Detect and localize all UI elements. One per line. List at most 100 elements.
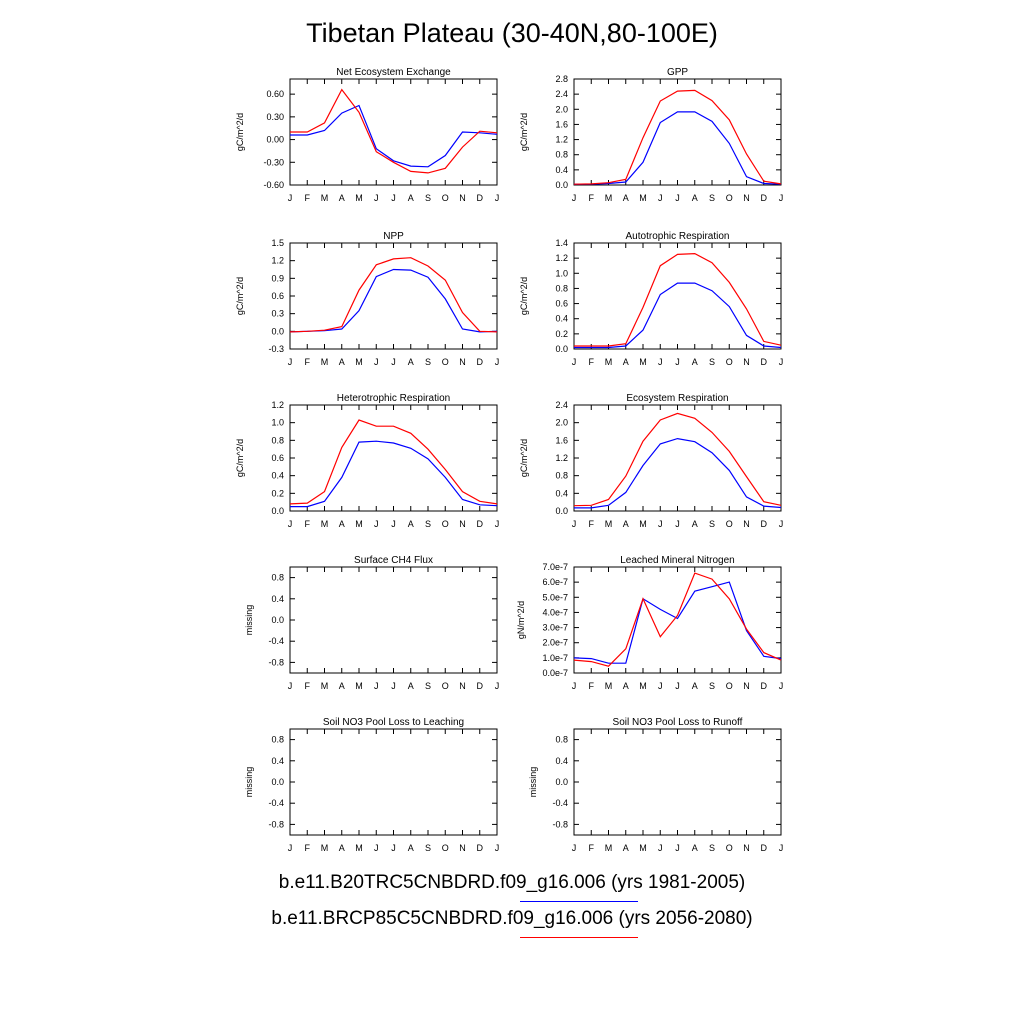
y-tick-label: -0.4	[268, 798, 284, 808]
y-tick-label: 0.4	[555, 165, 568, 175]
y-tick-label: -0.8	[552, 819, 568, 829]
y-tick-label: 0.0	[271, 506, 284, 516]
x-tick-label: A	[692, 843, 698, 853]
x-tick-label: F	[305, 681, 311, 691]
y-tick-label: 0.4	[271, 756, 284, 766]
x-tick-label: A	[408, 843, 414, 853]
x-tick-label: J	[779, 519, 784, 529]
figure-title: Tibetan Plateau (30-40N,80-100E)	[306, 18, 718, 48]
x-tick-label: F	[305, 193, 311, 203]
y-tick-label: 2.0	[555, 104, 568, 114]
y-tick-label: 5.0e-7	[542, 592, 568, 602]
x-tick-label: S	[425, 843, 431, 853]
y-tick-label: 0.8	[555, 471, 568, 481]
x-tick-label: O	[726, 681, 733, 691]
y-tick-label: 0.8	[555, 735, 568, 745]
x-tick-label: M	[355, 843, 363, 853]
x-tick-label: D	[477, 519, 484, 529]
y-tick-label: 0.0	[271, 615, 284, 625]
y-axis-label: gC/m^2/d	[235, 439, 245, 477]
x-tick-label: N	[459, 357, 466, 367]
series-line-2	[289, 257, 498, 333]
legend-entry-1: b.e11.B20TRC5CNBDRD.f09_g16.006 (yrs 198…	[278, 872, 746, 893]
x-tick-label: A	[408, 681, 414, 691]
x-tick-label: M	[639, 843, 647, 853]
y-tick-label: 0.2	[271, 488, 284, 498]
panel-title: Soil NO3 Pool Loss to Runoff	[613, 717, 743, 728]
x-tick-label: F	[305, 843, 311, 853]
legend-swatch-1	[520, 901, 638, 902]
y-tick-label: 0.8	[271, 573, 284, 583]
y-tick-label: 1.0e-7	[542, 653, 568, 663]
x-tick-label: M	[321, 681, 329, 691]
x-tick-label: J	[779, 193, 784, 203]
y-tick-label: 1.0	[555, 268, 568, 278]
plot-frame	[289, 404, 498, 512]
x-tick-label: J	[572, 357, 577, 367]
x-tick-label: A	[339, 681, 345, 691]
y-tick-label: 1.6	[555, 119, 568, 129]
y-tick-label: 0.0	[271, 326, 284, 336]
x-tick-label: S	[709, 193, 715, 203]
y-tick-label: 4.0e-7	[542, 607, 568, 617]
x-tick-label: J	[391, 357, 396, 367]
x-tick-label: J	[374, 843, 379, 853]
y-tick-label: 0.00	[266, 135, 284, 145]
x-tick-label: D	[477, 357, 484, 367]
series-line-2	[573, 89, 782, 185]
y-tick-label: -0.4	[552, 798, 568, 808]
y-tick-label: 7.0e-7	[542, 562, 568, 572]
y-axis-label: gC/m^2/d	[519, 277, 529, 315]
x-tick-label: A	[692, 193, 698, 203]
y-axis-label: gC/m^2/d	[519, 439, 529, 477]
x-tick-label: S	[709, 357, 715, 367]
x-tick-label: N	[743, 193, 750, 203]
x-tick-label: M	[605, 681, 613, 691]
y-axis-label: gC/m^2/d	[519, 113, 529, 151]
y-tick-label: 0.30	[266, 112, 284, 122]
x-tick-label: O	[442, 193, 449, 203]
y-tick-label: 2.0	[555, 418, 568, 428]
x-tick-label: J	[374, 357, 379, 367]
legend-entry-2: b.e11.BRCP85C5CNBDRD.f09_g16.006 (yrs 20…	[271, 908, 753, 929]
y-tick-label: 0.8	[555, 283, 568, 293]
x-tick-label: A	[408, 519, 414, 529]
x-tick-label: J	[288, 519, 293, 529]
y-tick-label: 1.2	[555, 453, 568, 463]
y-tick-label: 2.0e-7	[542, 638, 568, 648]
x-tick-label: J	[288, 357, 293, 367]
y-tick-label: 0.0e-7	[542, 668, 568, 678]
x-tick-label: A	[692, 681, 698, 691]
x-tick-label: M	[321, 843, 329, 853]
panel-title: NPP	[383, 231, 404, 242]
x-tick-label: M	[639, 357, 647, 367]
x-tick-label: M	[321, 357, 329, 367]
y-tick-label: 0.3	[271, 309, 284, 319]
x-tick-label: M	[605, 519, 613, 529]
x-tick-label: A	[339, 519, 345, 529]
x-tick-label: J	[675, 681, 680, 691]
y-tick-label: 1.2	[271, 400, 284, 410]
y-tick-label: 0.8	[271, 435, 284, 445]
y-axis-label: missing	[244, 767, 254, 798]
x-tick-label: J	[288, 193, 293, 203]
y-tick-label: 1.6	[555, 435, 568, 445]
x-tick-label: A	[339, 357, 345, 367]
x-tick-label: A	[692, 357, 698, 367]
y-tick-label: 1.0	[271, 418, 284, 428]
x-tick-label: J	[572, 843, 577, 853]
x-tick-label: D	[761, 357, 768, 367]
x-tick-label: S	[425, 519, 431, 529]
y-tick-label: 0.0	[555, 506, 568, 516]
x-tick-label: J	[675, 193, 680, 203]
x-tick-label: J	[779, 681, 784, 691]
x-tick-label: S	[425, 193, 431, 203]
y-tick-label: -0.4	[268, 636, 284, 646]
x-tick-label: D	[761, 519, 768, 529]
x-tick-label: D	[761, 681, 768, 691]
x-tick-label: S	[709, 519, 715, 529]
x-tick-label: M	[355, 357, 363, 367]
